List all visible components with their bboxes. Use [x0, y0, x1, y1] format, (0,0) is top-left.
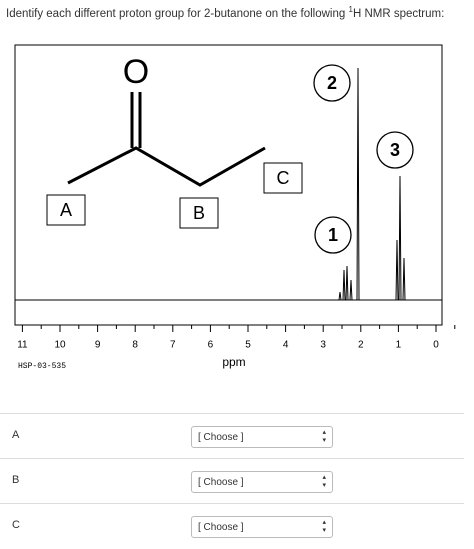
- answer-select[interactable]: [ Choose ]: [191, 516, 333, 538]
- axis-label: ppm: [222, 355, 245, 369]
- tick-label: 11: [17, 340, 28, 351]
- peak-number: 1: [328, 225, 338, 245]
- peak-circle: [313, 64, 351, 102]
- label-box: [263, 162, 303, 194]
- peak-number: 3: [390, 140, 400, 160]
- answer-label: C: [12, 519, 20, 531]
- spectrum: O A BC 231 11 10 9 8 7 6 5 4 3 2 1 0 ppm HSP-03-535: [14, 44, 456, 371]
- tick-label: 6: [208, 340, 214, 351]
- question: Identify each different proton group for…: [6, 5, 444, 20]
- superscript: 1: [348, 5, 353, 14]
- answer-label: B: [12, 474, 20, 486]
- tick-label: 8: [132, 340, 138, 351]
- label-box: [179, 197, 219, 229]
- question-text: H NMR spectrum:: [352, 7, 445, 20]
- tick-label: 2: [358, 340, 364, 351]
- answer-label: A: [12, 429, 20, 441]
- tick-label: 10: [54, 340, 66, 351]
- peak-number: 2: [327, 73, 337, 93]
- structure: [67, 92, 266, 187]
- box-label: C: [277, 168, 290, 188]
- oxygen: O: [123, 53, 149, 91]
- tick-label: 1: [396, 340, 402, 351]
- tick-label: 4: [283, 340, 289, 351]
- peak-circle: [314, 216, 352, 254]
- peak-circle: [376, 131, 414, 169]
- answer-row: A [ Choose ]: [0, 413, 464, 459]
- answer-row: B [ Choose ]: [0, 458, 464, 504]
- tick-label: 3: [320, 340, 326, 351]
- answer-select[interactable]: [ Choose ]: [191, 426, 333, 448]
- answer-row: C [ Choose ]: [0, 503, 464, 549]
- frame: [14, 44, 443, 326]
- box-label: B: [193, 203, 205, 223]
- tick-label: 9: [95, 340, 101, 351]
- tick-label: 0: [433, 340, 439, 351]
- box-label: A: [60, 200, 72, 220]
- answer-select[interactable]: [ Choose ]: [191, 471, 333, 493]
- peaks: [338, 67, 406, 301]
- label-box: [46, 194, 86, 226]
- tick-label: 7: [170, 340, 176, 351]
- spectrum-code: HSP-03-535: [18, 362, 66, 371]
- tick-label: 5: [245, 340, 251, 351]
- question-text: Identify each different proton group for…: [6, 7, 346, 20]
